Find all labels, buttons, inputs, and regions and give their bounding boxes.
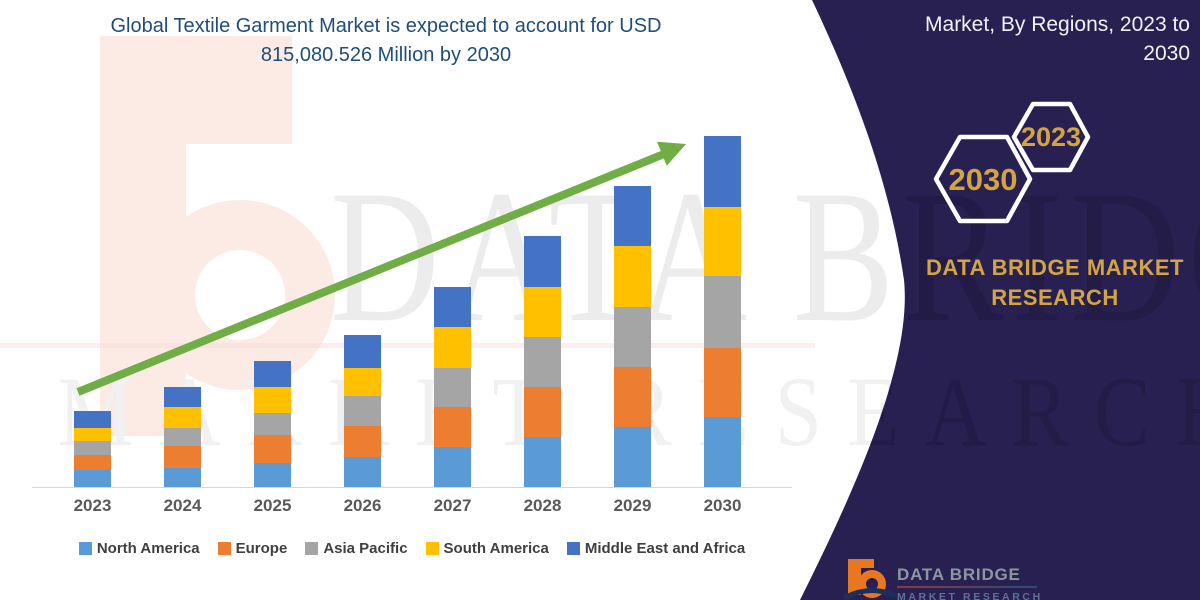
legend-swatch xyxy=(566,542,580,555)
bar-segment xyxy=(524,287,561,337)
x-axis-label: 2029 xyxy=(613,496,652,515)
hexagon-2023 xyxy=(1011,101,1091,173)
bar-segment xyxy=(74,441,111,455)
legend-label: Europe xyxy=(235,540,288,557)
bar-segment xyxy=(614,427,651,487)
footer-logo: DATA BRIDGE MARKET RESEARCH xyxy=(840,554,1160,600)
bar-segment xyxy=(524,437,561,487)
bar-segment xyxy=(254,361,291,387)
bar-segment xyxy=(614,186,651,246)
x-axis-label: 2028 xyxy=(523,496,562,515)
bar-segment xyxy=(254,435,291,463)
bar-segment xyxy=(254,413,291,435)
legend-label: Asia Pacific xyxy=(323,540,408,557)
bar-segment xyxy=(344,457,381,487)
x-axis-label: 2024 xyxy=(163,496,202,515)
page-title-line2: 815,080.526 Million by 2030 xyxy=(260,44,512,66)
bar-segment xyxy=(434,407,471,447)
bar-segment xyxy=(164,428,201,446)
legend-swatch xyxy=(425,542,439,555)
x-axis-label: 2026 xyxy=(343,496,382,515)
panel-heading-line2: 2030 xyxy=(1143,42,1190,65)
bar-segment xyxy=(434,447,471,487)
bar-segment xyxy=(254,387,291,413)
bar-segment xyxy=(164,407,201,428)
legend-swatch xyxy=(217,542,231,555)
x-axis-label: 2030 xyxy=(703,496,742,515)
legend-item: Asia Pacific xyxy=(305,540,408,557)
data-bridge-b-icon xyxy=(844,559,896,600)
page-title: Global Textile Garment Market is expecte… xyxy=(30,12,742,70)
legend-item: Europe xyxy=(217,540,288,557)
hexagon-2030-label: 2030 xyxy=(949,162,1018,197)
panel-heading-line1: Market, By Regions, 2023 to xyxy=(925,13,1190,36)
panel-heading: Market, By Regions, 2023 to 2030 xyxy=(850,10,1190,68)
bar-segment xyxy=(614,246,651,307)
footer-underline xyxy=(897,586,1037,588)
legend-item: Middle East and Africa xyxy=(566,540,746,557)
bar-segment xyxy=(74,470,111,487)
bar-segment xyxy=(74,411,111,428)
x-axis-label: 2027 xyxy=(433,496,472,515)
legend-label: North America xyxy=(96,540,200,557)
legend-swatch xyxy=(78,542,92,555)
brand-text-line2: RESEARCH xyxy=(991,285,1119,310)
footer-brand-subtitle: MARKET RESEARCH xyxy=(897,591,1043,600)
bar-segment xyxy=(704,276,741,348)
bar-segment xyxy=(344,335,381,368)
chart-legend: North America Europe Asia Pacific South Ame… xyxy=(32,540,792,557)
x-axis-line xyxy=(32,487,792,488)
brand-text-line1: DATA BRIDGE MARKET xyxy=(926,255,1184,280)
bar-segment xyxy=(434,287,471,327)
legend-item: South America xyxy=(425,540,549,557)
bar-segment xyxy=(254,463,291,487)
hexagon-2030 xyxy=(933,134,1033,224)
x-axis-label: 2023 xyxy=(73,496,112,515)
hexagon-2023-label: 2023 xyxy=(1021,122,1081,152)
legend-label: Middle East and Africa xyxy=(584,540,746,557)
bar-segment xyxy=(614,367,651,427)
bar-segment xyxy=(344,396,381,426)
bar-segment xyxy=(434,368,471,407)
stacked-bar-chart: 2023 2024 2025 2026 2027 2028 2029 2030 North A… xyxy=(32,136,792,557)
bar-segment xyxy=(74,455,111,470)
legend-label: South America xyxy=(443,540,549,557)
bar-segment xyxy=(704,348,741,417)
bar-segment xyxy=(524,236,561,287)
x-axis-label: 2025 xyxy=(253,496,292,515)
bar-segment xyxy=(704,207,741,276)
bar-segment xyxy=(74,428,111,441)
legend-swatch xyxy=(305,542,319,555)
legend-item: North America xyxy=(78,540,200,557)
bar-segment xyxy=(524,387,561,437)
bar-segment xyxy=(164,387,201,407)
page-title-line1: Global Textile Garment Market is expecte… xyxy=(110,15,662,37)
bar-segment xyxy=(344,368,381,396)
bar-segment xyxy=(164,468,201,487)
bar-segment xyxy=(344,426,381,457)
bar-segment xyxy=(704,417,741,487)
bar-segment xyxy=(164,446,201,468)
bar-segment xyxy=(614,307,651,367)
brand-text: DATA BRIDGE MARKET RESEARCH xyxy=(905,253,1200,313)
bar-segment xyxy=(704,136,741,207)
bar-segment xyxy=(524,337,561,387)
footer-brand-name: DATA BRIDGE xyxy=(897,565,1021,584)
bar-segment xyxy=(434,327,471,368)
